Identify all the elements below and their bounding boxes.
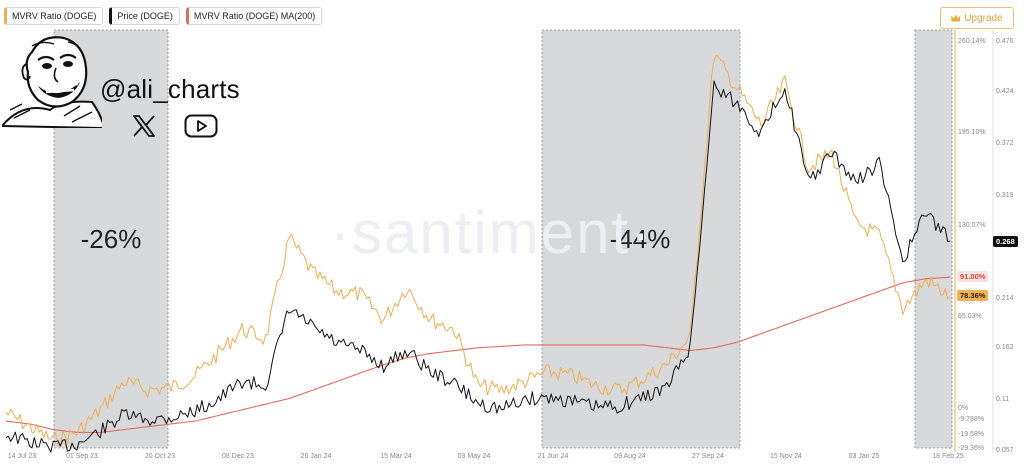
x-tick-label: 08 Dec 23 — [222, 453, 254, 460]
upgrade-label: Upgrade — [964, 12, 1003, 24]
troll-face-avatar — [2, 36, 102, 128]
ma200-line — [5, 276, 951, 433]
highlight-label: -44% — [610, 224, 671, 254]
price-line — [5, 80, 951, 453]
price-tick-label: 0.319 — [996, 192, 1014, 199]
author-brand: @ali_charts — [0, 30, 250, 138]
mvrv-tick-label: 195.10% — [958, 129, 986, 136]
upgrade-button[interactable]: Upgrade — [940, 7, 1014, 29]
highlight-region — [914, 29, 953, 449]
price-last-tag: 0.268 — [993, 236, 1018, 247]
price-tick-label: 0.11 — [996, 396, 1009, 403]
legend-mvrv-label: MVRV Ratio (DOGE) — [12, 11, 97, 21]
x-tick-label: 09 Aug 24 — [614, 453, 646, 460]
x-tick-label: 15 Nov 24 — [770, 453, 802, 460]
mvrv-tick-label: -9.788% — [958, 416, 984, 423]
x-tick-label: 15 Mar 24 — [380, 453, 412, 460]
author-handle: @ali_charts — [100, 74, 240, 104]
x-tick-label: 18 Feb 25 — [932, 453, 964, 460]
x-tick-label: 03 Jan 25 — [849, 453, 880, 460]
x-tick-label: 21 Jun 24 — [538, 453, 569, 460]
mvrv-tick-label: 130.07% — [958, 222, 986, 229]
series-lines — [5, 54, 951, 453]
santiment-watermark: ·santiment· — [330, 199, 653, 266]
mvrv-tick-label: -19.58% — [958, 431, 984, 438]
x-tick-label: 14 Jul 23 — [8, 453, 37, 460]
x-tick-label: 27 Sep 24 — [692, 453, 724, 460]
price-tick-label: 0.162 — [996, 344, 1014, 351]
legend: MVRV Ratio (DOGE) Price (DOGE) MVRV Rati… — [4, 7, 323, 25]
x-tick-label: 03 May 24 — [458, 453, 491, 460]
highlight-labels: -26% -44% — [81, 224, 671, 254]
youtube-icon[interactable] — [184, 114, 218, 138]
price-tick-label: 0.214 — [996, 295, 1014, 302]
mvrv-tick-label: 65.03% — [958, 313, 982, 320]
legend-price-label: Price (DOGE) — [117, 11, 173, 21]
x-tick-label: 26 Jan 24 — [301, 453, 332, 460]
price-tick-label: 0.476 — [996, 38, 1014, 45]
mvrv-tick-label: -29.36% — [958, 445, 984, 452]
price-tick-label: 0.372 — [996, 140, 1014, 147]
crown-icon — [951, 14, 961, 22]
mvrv-last-tag: 78.36% — [957, 290, 989, 301]
highlight-label: -26% — [81, 224, 142, 254]
y-axis-labels: 260.14% 195.10% 130.07% 65.03% 0% -9.788% -19.… — [958, 38, 1014, 454]
legend-ma-label: MVRV Ratio (DOGE) MA(200) — [193, 11, 316, 21]
x-axis-labels: 14 Jul 23 01 Sep 23 20 Oct 23 08 Dec 23 26 J… — [8, 453, 964, 460]
highlight-regions — [53, 29, 994, 452]
legend-mvrv[interactable]: MVRV Ratio (DOGE) — [4, 7, 104, 25]
legend-price[interactable]: Price (DOGE) — [109, 7, 180, 25]
highlight-region — [541, 29, 741, 449]
price-tick-label: 0.424 — [996, 88, 1014, 95]
ma-last-tag: 91.00% — [957, 271, 989, 282]
mvrv-tick-label: 0% — [958, 405, 968, 412]
x-icon[interactable] — [132, 114, 156, 138]
price-tick-label: 0.057 — [996, 447, 1014, 454]
legend-ma[interactable]: MVRV Ratio (DOGE) MA(200) — [185, 7, 323, 25]
mvrv-tick-label: 260.14% — [958, 38, 986, 45]
x-tick-label: 20 Oct 23 — [145, 453, 175, 460]
x-tick-label: 01 Sep 23 — [66, 453, 98, 460]
social-links — [132, 114, 218, 138]
